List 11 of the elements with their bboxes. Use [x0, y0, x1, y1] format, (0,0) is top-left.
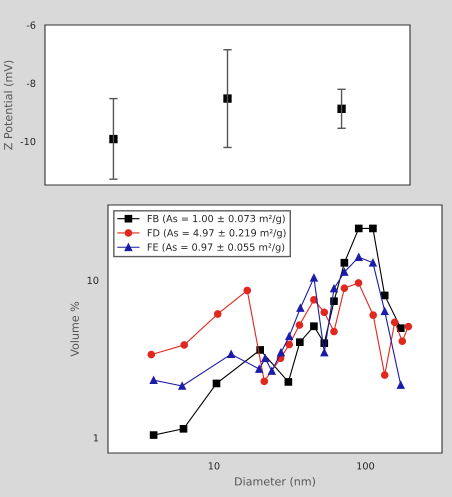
y-tick-label: 1 — [94, 434, 98, 442]
x-tick-label: 100 — [357, 462, 374, 470]
legend-label: FE (As = 0.97 ± 0.055 m²/g) — [148, 243, 284, 253]
y-axis-title: Volume % — [70, 302, 79, 357]
y-tick-label: -6 — [26, 21, 36, 29]
y-axis-title: Z Potential (mV) — [4, 60, 14, 150]
y-tick-label: -10 — [20, 138, 36, 146]
legend-label: FD (As = 4.97 ± 0.219 m²/g) — [148, 229, 286, 238]
x-axis-title: Diameter (nm) — [235, 476, 316, 487]
y-tick-label: -8 — [26, 80, 36, 88]
legend-label: FB (As = 1.00 ± 0.073 m²/g) — [148, 214, 285, 224]
